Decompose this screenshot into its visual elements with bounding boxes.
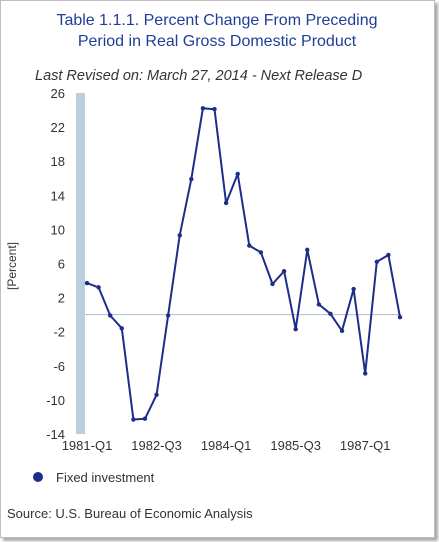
data-point[interactable] [107, 313, 113, 318]
y-tick-label: 26 [51, 86, 65, 101]
x-tick-label: 1984-Q1 [201, 438, 252, 453]
x-tick-label: 1981-Q1 [62, 438, 113, 453]
data-point[interactable] [305, 247, 310, 253]
data-point[interactable] [189, 176, 194, 182]
data-point[interactable] [351, 286, 356, 292]
data-point[interactable] [258, 250, 264, 255]
data-point[interactable] [374, 259, 380, 264]
data-point[interactable] [386, 252, 391, 258]
series-line-fixed-investment [86, 107, 401, 421]
data-point[interactable] [154, 392, 159, 397]
y-tick-label: 10 [51, 222, 65, 237]
data-point[interactable] [165, 313, 171, 318]
y-tick-label: -6 [53, 359, 65, 374]
x-tick-label: 1987-Q1 [340, 438, 391, 453]
y-tick-label: -14 [46, 427, 65, 442]
data-point[interactable] [131, 417, 136, 422]
data-point[interactable] [270, 281, 275, 287]
y-tick-label: 18 [51, 154, 65, 169]
chart-subtitle: Last Revised on: March 27, 2014 - Next R… [35, 68, 362, 84]
data-point[interactable] [397, 315, 403, 320]
data-point[interactable] [339, 328, 345, 334]
y-axis-label: [Percent] [5, 242, 19, 290]
data-point[interactable] [119, 326, 124, 331]
source-note: Source: U.S. Bureau of Economic Analysis [7, 506, 253, 521]
chart-svg: Table 1.1.1. Percent Change From Precedi… [5, 12, 403, 521]
y-tick-label: 14 [51, 188, 65, 203]
chart-title-line-1: Table 1.1.1. Percent Change From Precedi… [56, 12, 377, 29]
legend-marker [33, 472, 43, 482]
data-point[interactable] [142, 416, 148, 421]
data-point[interactable] [281, 268, 287, 274]
y-tick-label: -10 [46, 393, 65, 408]
data-point[interactable] [200, 106, 206, 111]
data-point[interactable] [96, 285, 101, 290]
x-axis-ticks: 1981-Q1 1982-Q3 1984-Q1 1985-Q3 1987-Q1 [62, 438, 391, 453]
data-point[interactable] [247, 243, 252, 248]
data-point[interactable] [223, 200, 229, 206]
data-point[interactable] [328, 311, 333, 316]
y-axis-band [76, 93, 85, 434]
data-point[interactable] [84, 280, 90, 286]
data-point[interactable] [293, 326, 298, 332]
y-tick-label: 6 [58, 257, 65, 272]
data-point[interactable] [316, 302, 322, 307]
x-tick-label: 1985-Q3 [270, 438, 321, 453]
data-point[interactable] [212, 106, 217, 112]
legend-label: Fixed investment [56, 470, 155, 485]
chart-title-line-2: Period in Real Gross Domestic Product [78, 33, 357, 50]
data-point[interactable] [363, 371, 368, 376]
y-tick-label: 22 [51, 120, 65, 135]
y-tick-label: -2 [53, 325, 65, 340]
data-point[interactable] [235, 171, 240, 177]
x-tick-label: 1982-Q3 [131, 438, 182, 453]
series-points [84, 106, 403, 422]
data-point[interactable] [177, 233, 182, 238]
y-tick-label: 2 [58, 291, 65, 306]
